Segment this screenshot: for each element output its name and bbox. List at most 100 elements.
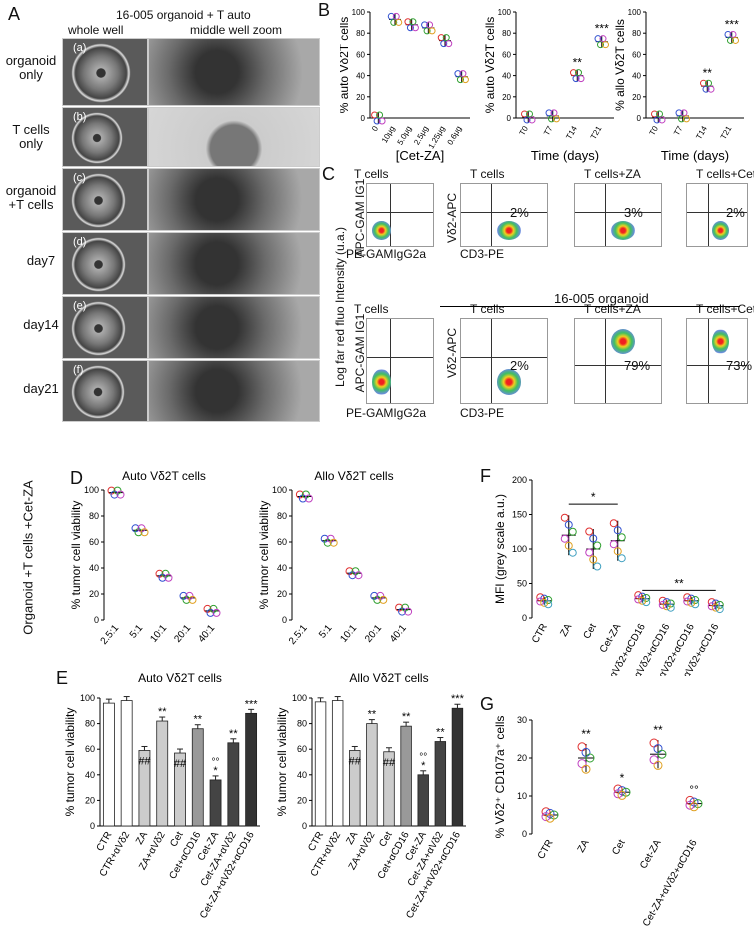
data-point: [304, 494, 313, 503]
quadrant-h: [575, 365, 661, 367]
y-tick-label: 100: [628, 8, 642, 17]
data-point: [526, 110, 533, 118]
y-tick-label: 80: [85, 719, 95, 729]
row-label: organoid only: [5, 53, 57, 82]
y-tick-label: 40: [297, 770, 307, 780]
data-point: [707, 602, 716, 611]
population-blob: [497, 369, 522, 395]
data-point: [689, 802, 699, 812]
well-circle: [71, 365, 125, 419]
side-label: Organoid +T cells +Cet-ZA: [20, 480, 36, 635]
data-point: [666, 603, 675, 612]
quadrant-h: [461, 211, 547, 213]
data-point: [715, 605, 724, 614]
x-tick-label: T21: [719, 124, 734, 141]
quadrant-v: [390, 184, 392, 246]
data-point: [597, 41, 604, 49]
data-point: [653, 760, 663, 770]
sig-mark: **: [229, 728, 238, 740]
chart-title: Allo Vδ2T cells: [349, 671, 428, 685]
y-tick-label: 0: [522, 613, 527, 623]
chart-title: Auto Vδ2T cells: [138, 671, 222, 685]
sig-mark: **: [368, 709, 377, 721]
row-label: day7: [26, 253, 56, 268]
quadrant-v: [605, 319, 607, 403]
whole-well-image: (a): [62, 38, 148, 106]
data-point: [536, 593, 545, 602]
data-point: [662, 602, 671, 611]
bar: [451, 707, 464, 827]
data-point: [638, 596, 647, 605]
flow-plot: [574, 183, 662, 247]
quadrant-h: [687, 365, 747, 367]
x-tick-label: 1.25μg: [427, 125, 447, 151]
data-point: [572, 75, 580, 83]
y-tick-label: 40: [356, 72, 365, 81]
chart-e-1: Allo Vδ2T cells020406080100CTRCTR+αVδ2##…: [275, 671, 466, 921]
y-tick-label: 60: [89, 537, 99, 547]
data-point: [423, 27, 431, 35]
x-tick-label: T0: [648, 124, 661, 137]
flow-title: T cells: [470, 302, 505, 316]
y-tick-label: 100: [80, 693, 95, 703]
x-tick-label: ZA: [576, 838, 592, 855]
y-axis-label: % Vδ2⁺ CD107a⁺ cells: [493, 716, 507, 839]
x-tick-label: 5:1: [317, 623, 335, 641]
flow-title: T cells+Cet-ZA: [696, 167, 754, 181]
data-point: [585, 753, 595, 763]
population-blob: [372, 221, 391, 240]
data-point: [379, 595, 388, 604]
x-tick-label: Cet: [168, 830, 185, 849]
x-tick-label: 40:1: [196, 623, 217, 645]
data-point: [707, 85, 715, 93]
data-point: [426, 21, 434, 29]
data-point: [649, 755, 659, 765]
data-point: [658, 596, 667, 605]
flow-plot: [574, 318, 662, 404]
row-tag: (b): [73, 111, 87, 123]
y-axis-label: % tumor cell viability: [257, 501, 271, 610]
data-point: [570, 69, 577, 77]
data-point: [594, 35, 602, 43]
x-axis-label: Time (days): [531, 148, 599, 163]
data-point: [711, 603, 720, 612]
y-axis-label: MFI (grey scale a.u.): [493, 494, 507, 604]
flow-plot: [686, 183, 748, 247]
data-point: [409, 18, 417, 26]
data-point: [560, 534, 569, 543]
bar: [156, 720, 169, 827]
whole-well-image: (e): [62, 296, 148, 359]
data-point: [691, 600, 700, 609]
flow-title: T cells+ZA: [584, 302, 641, 316]
x-tick-label: 5:1: [128, 623, 146, 641]
flow-xlabel: PE-GAMIgG2a: [346, 406, 427, 420]
row-label: day14: [23, 317, 59, 332]
data-point: [687, 598, 696, 607]
y-tick-label: 80: [297, 719, 307, 729]
x-axis-label: Time (days): [661, 148, 729, 163]
x-tick-label: ZA: [344, 830, 360, 847]
sig-mark: ***: [595, 22, 609, 36]
x-tick-label: CTR: [530, 622, 550, 645]
data-point: [550, 109, 558, 117]
y-tick-label: 60: [356, 50, 365, 59]
flow-title: T cells+Cet-ZA: [696, 302, 754, 316]
quadrant-v: [605, 184, 607, 246]
data-point: [589, 534, 598, 543]
data-point: [421, 21, 429, 29]
data-point: [541, 807, 551, 817]
data-point: [666, 599, 675, 608]
quadrant-h: [367, 356, 433, 358]
bar: [434, 741, 447, 827]
y-tick-label: 80: [89, 511, 99, 521]
y-axis-label: % auto Vδ2T cells: [340, 17, 351, 114]
panel-c-subheader: 16-005 organoid: [554, 291, 649, 306]
panel-b-label: B: [318, 0, 331, 20]
panel-g-chart: 0102030CTR**ZA*Cet**Cet-ZA°°Cet-ZA+αVδ2+…: [493, 715, 703, 929]
data-point: [390, 18, 398, 26]
y-tick-label: 0: [507, 114, 512, 123]
y-tick-label: 100: [272, 485, 287, 495]
data-point: [116, 490, 125, 499]
y-tick-label: 20: [517, 753, 527, 763]
